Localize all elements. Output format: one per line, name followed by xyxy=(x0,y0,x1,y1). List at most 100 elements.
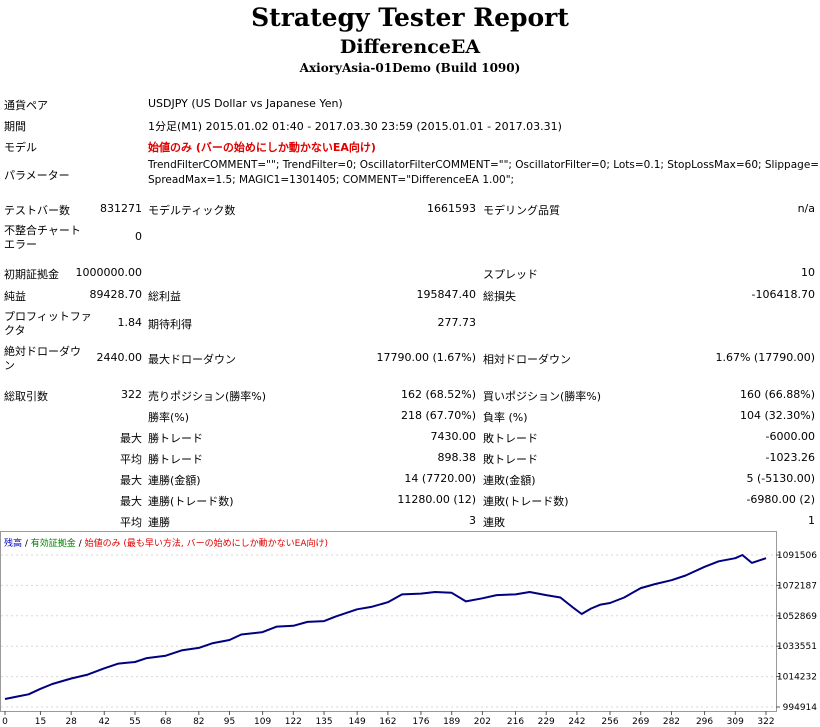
net-profit-value: 89428.70 xyxy=(89,288,143,301)
chart-legend: 残高 / 有効証拠金 / 始値のみ (最も早い方法, バーの始めにしか動かないE… xyxy=(4,537,328,549)
chart-y-axis: 1091506 1072187 1052869 1033551 1014232 99491… xyxy=(776,551,817,713)
chart-x-tick-label: 95 xyxy=(224,717,235,727)
params-line1: TrendFilterCOMMENT=""; TrendFilter=0; Os… xyxy=(148,159,820,171)
profit-factor-label-2: クタ xyxy=(4,324,26,337)
chart-x-tick-label: 68 xyxy=(160,717,172,727)
max-cons-losses-label: 連敗(金額) xyxy=(483,474,536,487)
max-label-1: 最大 xyxy=(120,432,142,445)
chart-y-tick-label: 1052869 xyxy=(777,612,817,622)
max-cons-losses-value: 5 (-5130.00) xyxy=(746,472,815,485)
max-label-3: 最大 xyxy=(120,495,142,508)
largest-win-value: 7430.00 xyxy=(430,430,477,443)
loss-rate-label: 負率 (%) xyxy=(483,411,528,424)
mismatch-value: 0 xyxy=(135,230,142,243)
deposit-label: 初期証拠金 xyxy=(4,268,59,281)
chart-x-tick-label: 296 xyxy=(696,717,713,727)
avg-label-2: 平均 xyxy=(120,516,142,529)
legend-balance: 残高 xyxy=(4,537,22,549)
mismatch-label-1: 不整合チャート xyxy=(4,224,81,237)
max-cons-loss-label: 連敗(トレード数) xyxy=(483,495,569,508)
avg-loss-value: -1023.26 xyxy=(765,451,815,464)
max-cons-profit-label: 連勝(トレード数) xyxy=(148,495,234,508)
chart-x-tick-label: 322 xyxy=(757,717,774,727)
gross-profit-value: 195847.40 xyxy=(416,288,477,301)
profit-factor-label-1: プロフィットファ xyxy=(4,310,92,323)
short-positions-label: 売りポジション(勝率%) xyxy=(148,390,267,403)
chart-y-tick-label: 1091506 xyxy=(777,551,817,561)
loss-rate-value: 104 (32.30%) xyxy=(739,409,815,422)
chart-x-tick-label: 135 xyxy=(315,717,332,727)
report-title: Strategy Tester Report xyxy=(251,3,569,32)
period-value: 1分足(M1) 2015.01.02 01:40 - 2017.03.30 23… xyxy=(148,120,562,133)
chart-x-tick-label: 242 xyxy=(568,717,585,727)
win-rate-label: 勝率(%) xyxy=(148,411,190,424)
max-cons-profit-value: 11280.00 (12) xyxy=(397,493,476,506)
avg-cons-wins-value: 3 xyxy=(469,514,476,527)
avg-cons-wins-label: 連勝 xyxy=(148,516,170,529)
params-line2: SpreadMax=1.5; MAGIC1=1301405; COMMENT="… xyxy=(148,174,515,186)
chart-x-tick-label: 282 xyxy=(663,717,680,727)
chart-x-tick-label: 28 xyxy=(65,717,77,727)
max-drawdown-value: 17790.00 (1.67%) xyxy=(376,351,476,364)
balance-line xyxy=(4,554,767,700)
abs-drawdown-label-1: 絶対ドローダウ xyxy=(4,345,81,358)
chart-x-tick-label: 109 xyxy=(254,717,271,727)
total-trades-label: 総取引数 xyxy=(4,390,48,403)
avg-label-1: 平均 xyxy=(120,453,142,466)
expected-payoff-value: 277.73 xyxy=(437,316,477,329)
win-rate-value: 218 (67.70%) xyxy=(400,409,476,422)
chart-plot-area xyxy=(0,531,777,712)
max-drawdown-label: 最大ドローダウン xyxy=(148,353,236,366)
abs-drawdown-label-2: ン xyxy=(4,359,15,372)
max-label-2: 最大 xyxy=(120,474,142,487)
ea-name: DifferenceEA xyxy=(339,36,481,58)
legend-sep-1: / xyxy=(22,539,31,549)
gross-loss-label: 総損失 xyxy=(483,290,516,303)
mismatch-label-2: エラー xyxy=(4,238,37,251)
symbol-value: USDJPY (US Dollar vs Japanese Yen) xyxy=(148,97,343,110)
abs-drawdown-value: 2440.00 xyxy=(96,351,143,364)
chart-x-tick-label: 202 xyxy=(474,717,491,727)
chart-x-tick-label: 189 xyxy=(443,717,460,727)
max-cons-wins-value: 14 (7720.00) xyxy=(404,472,476,485)
chart-x-tick-label: 0 xyxy=(2,717,8,727)
long-positions-label: 買いポジション(勝率%) xyxy=(483,390,602,403)
chart-x-tick-label: 55 xyxy=(129,717,140,727)
legend-equity: 有効証拠金 xyxy=(31,537,76,549)
gross-profit-label: 総利益 xyxy=(148,290,181,303)
avg-win-label: 勝トレード xyxy=(148,453,203,466)
ticks-label: モデルティック数 xyxy=(148,204,236,217)
chart-x-tick-label: 15 xyxy=(35,717,46,727)
legend-sep-2: / xyxy=(76,539,85,549)
chart-x-tick-label: 229 xyxy=(538,717,555,727)
bars-label: テストバー数 xyxy=(4,204,70,217)
spread-value: 10 xyxy=(801,266,815,279)
long-positions-value: 160 (66.88%) xyxy=(739,388,815,401)
avg-loss-label: 敗トレード xyxy=(483,453,538,466)
period-label: 期間 xyxy=(4,120,26,133)
chart-y-tick-label: 1033551 xyxy=(777,642,817,652)
chart-x-tick-label: 162 xyxy=(379,717,396,727)
rel-drawdown-label: 相対ドローダウン xyxy=(483,353,571,366)
model-label: モデル xyxy=(4,141,37,154)
rel-drawdown-value: 1.67% (17790.00) xyxy=(715,351,815,364)
profit-factor-value: 1.84 xyxy=(117,316,143,329)
chart-series xyxy=(4,554,767,700)
gross-loss-value: -106418.70 xyxy=(751,288,815,301)
params-label: パラメーター xyxy=(4,169,70,182)
chart-x-tick-label: 176 xyxy=(412,717,429,727)
chart-y-tick-label: 1072187 xyxy=(777,581,817,591)
quality-value: n/a xyxy=(797,202,815,215)
chart-x-tick-label: 216 xyxy=(507,717,524,727)
largest-win-label: 勝トレード xyxy=(148,432,203,445)
max-cons-wins-label: 連勝(金額) xyxy=(148,474,201,487)
chart-y-tick-label: 994914 xyxy=(783,703,818,713)
chart-x-tick-label: 82 xyxy=(193,717,204,727)
symbol-label: 通貨ペア xyxy=(4,99,48,112)
largest-loss-value: -6000.00 xyxy=(765,430,815,443)
quality-label: モデリング品質 xyxy=(483,204,560,217)
chart-y-tick-label: 1014232 xyxy=(777,673,817,683)
chart-x-tick-label: 122 xyxy=(285,717,302,727)
chart-x-tick-label: 256 xyxy=(601,717,618,727)
chart-x-tick-label: 149 xyxy=(349,717,366,727)
